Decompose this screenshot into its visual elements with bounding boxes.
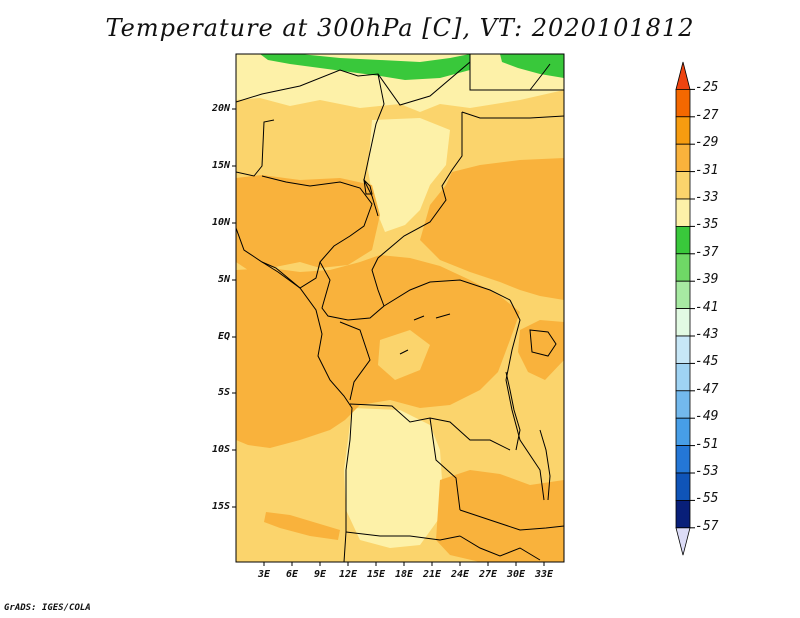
lake-victoria (529, 329, 557, 357)
map-frame (235, 53, 565, 563)
lon-label-6e: 6E (285, 569, 299, 580)
colorbar-label: -31 (695, 162, 719, 178)
colorbar-segment (675, 171, 691, 200)
colorbar-segment (675, 225, 691, 255)
border-angola-north (349, 403, 511, 451)
lat-label-15n: 15N (211, 160, 230, 171)
field-pale-north (236, 54, 564, 112)
colorbar (675, 61, 695, 556)
lon-label-30e: 30E (506, 569, 526, 580)
border-zambia-south (459, 509, 564, 531)
field-orange-east-lakes (518, 320, 564, 380)
colorbar-segment (675, 253, 691, 282)
colorbar-label: -55 (695, 491, 719, 507)
lon-label-12e: 12E (338, 569, 358, 580)
field-orange-southeast (436, 470, 564, 562)
colorbar-segment (675, 89, 691, 118)
field-orange-central (236, 255, 520, 448)
field-pale-chad (368, 118, 450, 232)
border-drc-east (505, 299, 545, 501)
colorbar-segment (675, 116, 691, 145)
colorbar-segment (675, 362, 691, 392)
coastline-west (236, 227, 353, 562)
colorbar-label: -27 (695, 107, 719, 123)
colorbar-segment (675, 390, 691, 419)
footer-credit: GrADS: IGES/COLA (4, 603, 91, 613)
border-sudan-east (461, 111, 564, 119)
colorbar-segment (675, 472, 691, 501)
field-pale-angola (344, 408, 442, 548)
border-congo (339, 321, 371, 401)
colorbar-label: -35 (695, 217, 719, 233)
lat-label-5n: 5N (217, 274, 230, 285)
colorbar-segment (675, 499, 691, 529)
border-angola-south (345, 531, 461, 541)
border-west-africa-1 (236, 119, 275, 177)
field-pale-patch-south (236, 462, 300, 494)
border-cameroon (319, 261, 385, 321)
field-orange-east (420, 158, 564, 300)
red-sea-coast (529, 63, 551, 91)
colorbar-label: -33 (695, 190, 719, 205)
colorbar-label: -29 (695, 135, 719, 151)
border-car-drc (383, 279, 511, 307)
map-title: Temperature at 300hPa [C], VT: 202010181… (105, 14, 695, 42)
lon-label-27e: 27E (478, 569, 498, 580)
colorbar-label: -43 (695, 327, 719, 342)
border-southern (459, 535, 541, 561)
colorbar-segment (675, 198, 691, 227)
colorbar-label: -39 (695, 272, 719, 288)
colorbar-segment (675, 308, 691, 337)
colorbar-segment (675, 417, 691, 447)
colorbar-segment (675, 335, 691, 364)
colorbar-label: -41 (695, 299, 719, 315)
field-orange-west (236, 175, 380, 270)
border-angola-east (429, 417, 461, 511)
field-green-north (260, 54, 470, 80)
lon-label-24e: 24E (450, 569, 470, 580)
lake-malawi (539, 429, 551, 501)
lat-label-20n: 20N (211, 103, 230, 114)
colorbar-segment (675, 61, 691, 90)
colorbar-label: -53 (695, 464, 719, 479)
colorbar-label: -45 (695, 354, 719, 370)
colorbar-label: -47 (695, 381, 719, 397)
country-borders (236, 54, 564, 562)
lake-tanganyika (505, 371, 521, 451)
lon-label-15e: 15E (366, 569, 386, 580)
lon-label-18e: 18E (394, 569, 414, 580)
lat-label-eq: EQ (217, 331, 230, 342)
colorbar-segment (675, 527, 691, 556)
colorbar-label: -49 (695, 409, 719, 425)
border-nigeria (261, 175, 373, 289)
lat-label-5s: 5S (217, 387, 230, 398)
lon-label-33e: 33E (534, 569, 554, 580)
lat-label-15s: 15S (211, 501, 230, 512)
temperature-field (236, 54, 564, 562)
axis-ticks (232, 108, 545, 566)
field-orange-southwest (264, 512, 340, 540)
field-pale-patch-congo (378, 330, 430, 380)
colorbar-label: -51 (695, 436, 719, 452)
field-green-northeast (500, 54, 564, 78)
lat-label-10n: 10N (211, 217, 230, 228)
lon-label-3e: 3E (257, 569, 271, 580)
colorbar-label: -57 (695, 518, 719, 534)
colorbar-label: -25 (695, 80, 719, 96)
colorbar-segment (675, 143, 691, 172)
colorbar-label: -37 (695, 244, 719, 260)
colorbar-segment (675, 280, 691, 310)
congo-river-lakes (399, 313, 451, 355)
lon-label-9e: 9E (313, 569, 327, 580)
colorbar-segment (675, 445, 691, 474)
lon-label-21e: 21E (422, 569, 442, 580)
border-libya-egypt (469, 54, 564, 91)
lat-label-10s: 10S (211, 444, 230, 455)
border-chad-sudan (371, 112, 463, 307)
lake-chad (363, 178, 373, 195)
